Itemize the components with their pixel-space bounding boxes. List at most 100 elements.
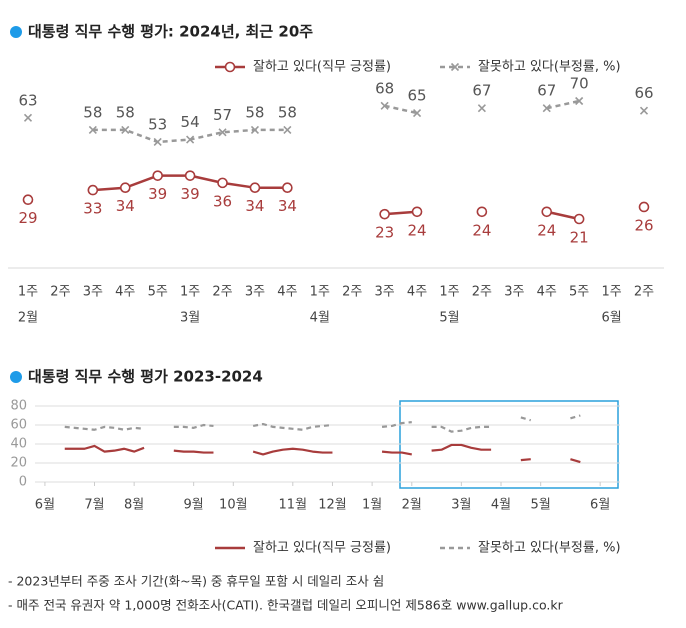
x-tick-label: 5주 xyxy=(569,285,589,300)
x-tick-label: 1주 xyxy=(310,285,330,300)
series-line xyxy=(520,458,531,462)
x-tick-label: 2주 xyxy=(342,285,362,300)
series-line xyxy=(384,104,418,115)
series-line xyxy=(381,421,412,428)
series-line xyxy=(520,416,532,422)
point xyxy=(88,125,97,134)
x-tick-label: 4주 xyxy=(115,285,135,300)
x-tick-label: 8월 xyxy=(124,498,144,513)
point xyxy=(282,182,293,193)
x-tick-label: 2주 xyxy=(472,285,492,300)
point xyxy=(184,170,196,181)
data-label: 39 xyxy=(181,185,200,203)
point xyxy=(411,206,423,218)
series-line xyxy=(431,425,492,433)
series-line xyxy=(384,210,418,216)
data-label: 24 xyxy=(537,221,556,239)
series-line xyxy=(570,414,581,420)
legend-label: 잘못하고 있다(부정률, %) xyxy=(478,60,621,75)
point xyxy=(23,113,33,122)
data-label: 24 xyxy=(472,221,491,239)
point xyxy=(217,177,228,189)
series-line xyxy=(64,425,145,431)
x-tick-label: 6월 xyxy=(590,498,610,513)
data-label: 67 xyxy=(537,82,556,100)
series-line xyxy=(252,422,333,431)
month-label: 6월 xyxy=(601,311,621,326)
x-tick-label: 11월 xyxy=(279,498,308,513)
data-label: 36 xyxy=(213,192,232,210)
point xyxy=(450,62,460,72)
month-label: 3월 xyxy=(180,311,200,326)
x-tick-label: 4주 xyxy=(537,285,557,300)
point xyxy=(573,213,585,225)
point xyxy=(153,137,162,147)
x-tick-label: 4월 xyxy=(491,498,511,513)
title-bullet xyxy=(10,26,22,38)
point xyxy=(380,101,389,110)
point xyxy=(119,182,131,193)
x-tick-label: 2주 xyxy=(212,285,232,300)
series-line xyxy=(64,444,145,453)
title-bullet xyxy=(10,371,22,383)
series-line xyxy=(431,443,492,452)
data-label: 53 xyxy=(148,115,167,133)
footnote: - 2023년부터 주중 조사 기간(화~목) 중 휴무일 포함 시 데일리 조… xyxy=(8,574,384,589)
month-label: 4월 xyxy=(310,311,330,326)
point xyxy=(638,201,650,213)
x-tick-label: 1월 xyxy=(362,498,382,513)
x-tick-label: 2월 xyxy=(402,498,422,513)
month-label: 5월 xyxy=(439,311,459,326)
x-tick-label: 1주 xyxy=(18,285,38,300)
data-label: 21 xyxy=(570,229,589,247)
data-label: 67 xyxy=(472,82,491,100)
data-label: 58 xyxy=(245,103,264,121)
point xyxy=(250,125,260,134)
x-tick-label: 2주 xyxy=(634,285,654,300)
point xyxy=(121,125,130,134)
point xyxy=(186,135,195,144)
series-line xyxy=(252,447,333,456)
x-tick-label: 1주 xyxy=(439,285,459,300)
series-line xyxy=(381,450,412,456)
series-line xyxy=(570,458,581,464)
x-tick-label: 6월 xyxy=(35,498,55,513)
point xyxy=(477,104,486,113)
data-label: 23 xyxy=(375,224,394,242)
y-tick-label: 80 xyxy=(10,399,27,414)
x-tick-label: 3주 xyxy=(245,285,265,300)
data-label: 24 xyxy=(408,221,427,239)
data-label: 34 xyxy=(245,197,264,215)
y-tick-label: 20 xyxy=(10,456,27,471)
data-label: 57 xyxy=(213,106,232,124)
footnote: - 매주 전국 유권자 약 1,000명 전화조사(CATI). 한국갤럽 데일… xyxy=(8,598,564,613)
x-tick-label: 5월 xyxy=(531,498,551,513)
data-label: 58 xyxy=(83,103,102,121)
x-tick-label: 3주 xyxy=(504,285,524,300)
chart-title: 대통령 직무 수행 평가 2023-2024 xyxy=(28,368,263,386)
x-tick-label: 10월 xyxy=(219,498,248,513)
x-tick-label: 3월 xyxy=(451,498,471,513)
y-tick-label: 40 xyxy=(10,437,27,452)
point xyxy=(224,61,236,73)
point xyxy=(379,208,390,220)
data-label: 26 xyxy=(634,216,653,234)
x-tick-label: 9월 xyxy=(184,498,204,513)
x-tick-label: 5주 xyxy=(148,285,168,300)
series-line xyxy=(546,99,580,110)
chart-title: 대통령 직무 수행 평가: 2024년, 최근 20주 xyxy=(28,23,313,41)
point xyxy=(412,108,422,118)
data-label: 34 xyxy=(116,197,135,215)
x-tick-label: 1주 xyxy=(180,285,200,300)
point xyxy=(218,128,227,137)
x-tick-label: 2주 xyxy=(50,285,70,300)
point xyxy=(542,104,551,113)
point xyxy=(639,106,649,115)
point xyxy=(152,170,163,181)
x-tick-label: 12월 xyxy=(318,498,347,513)
data-label: 63 xyxy=(18,91,37,109)
x-tick-label: 3주 xyxy=(375,285,395,300)
y-tick-label: 0 xyxy=(19,475,27,490)
